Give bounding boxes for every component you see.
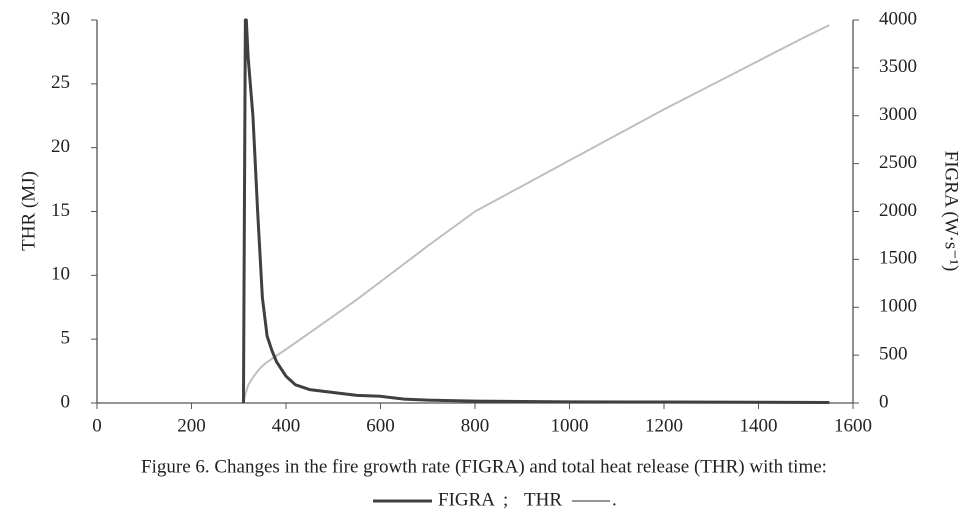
x-tick-label: 600 xyxy=(366,415,395,436)
legend-end: . xyxy=(612,489,617,510)
y-tick-label: 25 xyxy=(51,72,70,93)
x-tick-label: 1600 xyxy=(834,415,872,436)
x-tick-label: 1200 xyxy=(645,415,683,436)
caption: Figure 6. Changes in the fire growth rat… xyxy=(141,456,827,477)
y-tick-label: 15 xyxy=(51,200,70,221)
y2-tick-label: 4000 xyxy=(879,8,917,29)
x-tick-label: 800 xyxy=(461,415,490,436)
y2-tick-label: 3500 xyxy=(879,56,917,77)
y-axis-label: THR (MJ) xyxy=(18,171,39,251)
y2-tick-label: 2500 xyxy=(879,152,917,173)
y-tick-label: 30 xyxy=(51,8,70,29)
y-tick-label: 10 xyxy=(51,264,70,285)
legend-separator: ; xyxy=(503,489,508,510)
x-tick-label: 400 xyxy=(272,415,301,436)
series-line xyxy=(242,24,830,404)
y2-tick-label: 1500 xyxy=(879,248,917,269)
x-tick-label: 200 xyxy=(177,415,206,436)
x-tick-label: 0 xyxy=(92,415,102,436)
y2-tick-label: 1000 xyxy=(879,296,917,317)
y-tick-label: 20 xyxy=(51,136,70,157)
x-tick-label: 1000 xyxy=(551,415,589,436)
x-tick-label: 1400 xyxy=(740,415,778,436)
y-tick-label: 0 xyxy=(61,391,71,412)
y-tick-label: 5 xyxy=(61,328,71,349)
y2-tick-label: 3000 xyxy=(879,104,917,125)
y2-axis-label: FIGRA (W·s⁻¹) xyxy=(941,151,962,272)
legend-label: FIGRA xyxy=(438,489,495,510)
y2-tick-label: 500 xyxy=(879,343,908,364)
series-line xyxy=(241,18,830,405)
legend-label: THR xyxy=(524,489,562,510)
y2-tick-label: 2000 xyxy=(879,200,917,221)
y2-tick-label: 0 xyxy=(879,391,889,412)
